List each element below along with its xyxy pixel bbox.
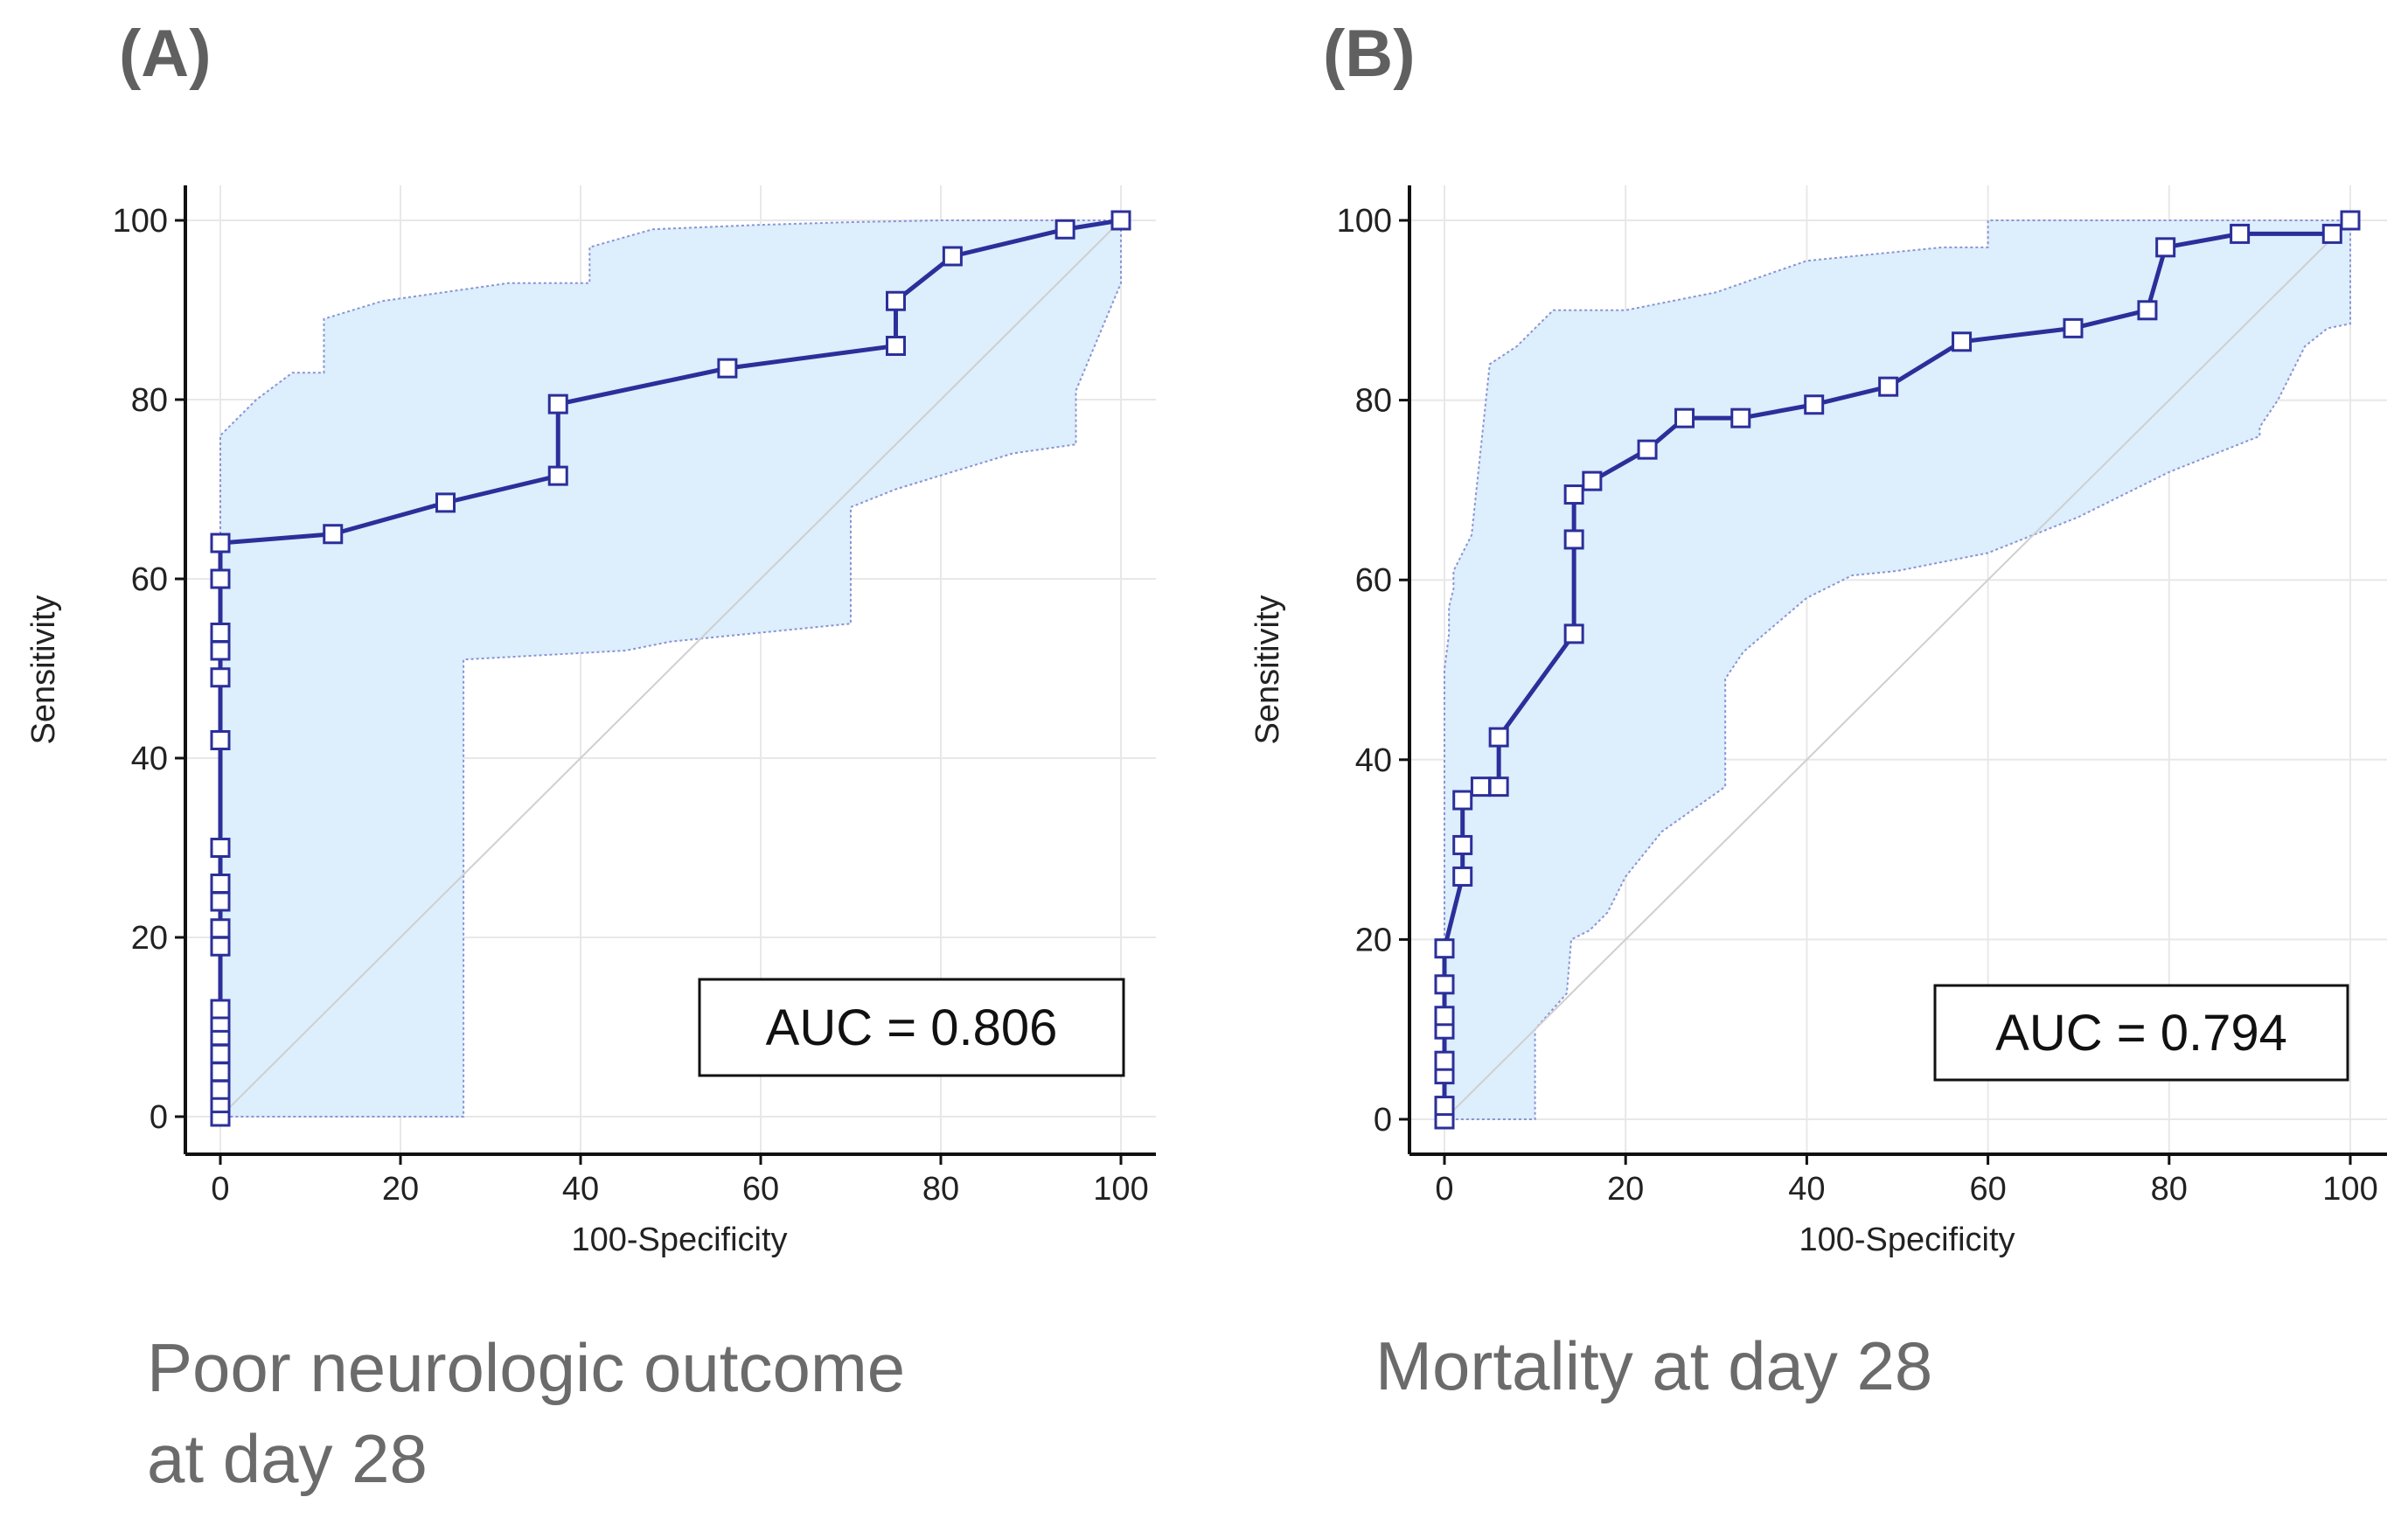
b-reference-diagonal bbox=[1444, 219, 2351, 1120]
a-roc-point-24 bbox=[717, 358, 738, 379]
a-auc-box bbox=[698, 978, 1125, 1077]
b-y-axis-title: Sensitivity bbox=[1249, 595, 1286, 744]
b-x-tick-label-5: 100 bbox=[2322, 1171, 2377, 1208]
a-x-tick-label-5: 100 bbox=[1093, 1171, 1148, 1208]
b-roc-point-6 bbox=[1434, 974, 1455, 995]
b-roc-point-9 bbox=[1452, 834, 1473, 855]
caption-b-line1: Mortality at day 28 bbox=[1375, 1327, 1933, 1404]
a-roc-point-12 bbox=[210, 838, 231, 858]
b-roc-point-12 bbox=[1488, 776, 1509, 797]
a-x-tick-label-1: 20 bbox=[382, 1171, 419, 1208]
a-y-tick-label-5: 100 bbox=[113, 203, 168, 240]
caption-a: Poor neurologic outcome at day 28 bbox=[147, 1322, 1109, 1504]
a-y-tick-label-1: 20 bbox=[131, 920, 168, 957]
b-roc-point-15 bbox=[1563, 529, 1584, 550]
b-roc-point-21 bbox=[1804, 394, 1825, 415]
a-roc-point-28 bbox=[1054, 219, 1075, 240]
a-roc-point-14 bbox=[210, 667, 231, 688]
b-x-tick-label-2: 40 bbox=[1788, 1171, 1825, 1208]
a-roc-point-13 bbox=[210, 730, 231, 750]
panel-b-letter: (B) bbox=[1323, 17, 1416, 91]
a-roc-point-4 bbox=[210, 1043, 231, 1064]
b-roc-point-11 bbox=[1470, 776, 1491, 797]
a-x-tick-label-4: 80 bbox=[922, 1171, 959, 1208]
b-roc-point-3 bbox=[1434, 1050, 1455, 1071]
b-roc-point-29 bbox=[2340, 210, 2361, 231]
a-roc-point-21 bbox=[435, 492, 456, 513]
b-x-tick-label-3: 60 bbox=[1969, 1171, 2006, 1208]
a-roc-point-19 bbox=[210, 533, 231, 554]
a-roc-point-11 bbox=[210, 874, 231, 894]
a-roc-point-8 bbox=[210, 936, 231, 957]
b-roc-point-1 bbox=[1434, 1096, 1455, 1117]
a-y-tick-label-2: 40 bbox=[131, 741, 168, 777]
a-roc-point-15 bbox=[210, 640, 231, 661]
b-roc-point-5 bbox=[1434, 1006, 1455, 1027]
b-roc-point-7 bbox=[1434, 938, 1455, 959]
a-y-tick-label-4: 80 bbox=[131, 382, 168, 419]
a-roc-point-22 bbox=[547, 465, 568, 486]
b-y-tick-label-5: 100 bbox=[1337, 203, 1392, 240]
b-roc-point-17 bbox=[1582, 470, 1603, 491]
a-roc-point-2 bbox=[210, 1079, 231, 1100]
caption-a-line1: Poor neurologic outcome bbox=[147, 1329, 906, 1406]
b-y-tick-label-4: 80 bbox=[1355, 383, 1392, 420]
roc-chart-b: 0 20 40 60 80 100 0 20 40 60 80 100 100-Specificity S… bbox=[1249, 185, 2387, 1258]
a-x-tick-label-2: 40 bbox=[562, 1171, 599, 1208]
a-x-tick-label-0: 0 bbox=[211, 1171, 229, 1208]
a-roc-point-3 bbox=[210, 1062, 231, 1083]
b-roc-point-18 bbox=[1637, 439, 1658, 460]
caption-b: Mortality at day 28 bbox=[1375, 1320, 2337, 1411]
b-x-tick-label-0: 0 bbox=[1435, 1171, 1453, 1208]
a-roc-point-16 bbox=[210, 623, 231, 643]
panel-a-letter: (A) bbox=[119, 17, 212, 91]
b-auc-box bbox=[1933, 984, 2349, 1082]
b-roc-point-14 bbox=[1563, 623, 1584, 644]
b-x-axis-title: 100-Specificity bbox=[1799, 1222, 2015, 1258]
b-roc-point-13 bbox=[1488, 727, 1509, 748]
b-y-tick-label-1: 20 bbox=[1355, 922, 1392, 958]
a-x-axis-title: 100-Specificity bbox=[571, 1222, 787, 1258]
a-roc-point-7 bbox=[210, 999, 231, 1020]
b-roc-point-26 bbox=[2155, 237, 2176, 258]
a-roc-point-10 bbox=[210, 891, 231, 912]
a-roc-point-29 bbox=[1110, 210, 1131, 231]
b-y-tick-label-3: 60 bbox=[1355, 562, 1392, 599]
b-roc-point-16 bbox=[1563, 484, 1584, 505]
a-roc-point-20 bbox=[323, 524, 344, 545]
a-x-tick-label-3: 60 bbox=[742, 1171, 779, 1208]
a-y-axis-title: Sensitivity bbox=[25, 595, 62, 744]
b-roc-point-25 bbox=[2137, 300, 2158, 321]
a-roc-point-27 bbox=[942, 246, 963, 267]
b-roc-point-23 bbox=[1952, 331, 1973, 352]
a-roc-point-25 bbox=[886, 336, 906, 356]
b-roc-point-22 bbox=[1878, 376, 1899, 397]
a-roc-point-23 bbox=[547, 393, 568, 414]
a-auc-label: AUC = 0.806 bbox=[766, 999, 1058, 1056]
a-roc-point-26 bbox=[886, 290, 906, 311]
b-auc-label: AUC = 0.794 bbox=[1995, 1005, 2287, 1062]
b-roc-point-19 bbox=[1674, 407, 1695, 428]
b-roc-point-27 bbox=[2230, 223, 2251, 244]
roc-chart-a: 0 20 40 60 80 100 0 20 40 60 80 100 100-Specificity S… bbox=[25, 185, 1156, 1258]
a-roc-point-9 bbox=[210, 918, 231, 939]
a-y-tick-label-0: 0 bbox=[150, 1099, 168, 1136]
a-reference-diagonal bbox=[219, 219, 1122, 1118]
b-y-tick-label-2: 40 bbox=[1355, 742, 1392, 779]
b-y-tick-label-0: 0 bbox=[1374, 1102, 1392, 1139]
b-x-tick-label-1: 20 bbox=[1607, 1171, 1644, 1208]
b-roc-point-8 bbox=[1452, 866, 1473, 887]
caption-a-line2: at day 28 bbox=[147, 1420, 428, 1497]
b-roc-point-10 bbox=[1452, 790, 1473, 811]
a-y-tick-label-3: 60 bbox=[131, 561, 168, 598]
a-roc-point-17 bbox=[210, 568, 231, 589]
b-roc-point-24 bbox=[2063, 317, 2084, 338]
b-roc-point-20 bbox=[1730, 407, 1751, 428]
b-roc-point-28 bbox=[2321, 223, 2342, 244]
b-x-tick-label-4: 80 bbox=[2151, 1171, 2188, 1208]
